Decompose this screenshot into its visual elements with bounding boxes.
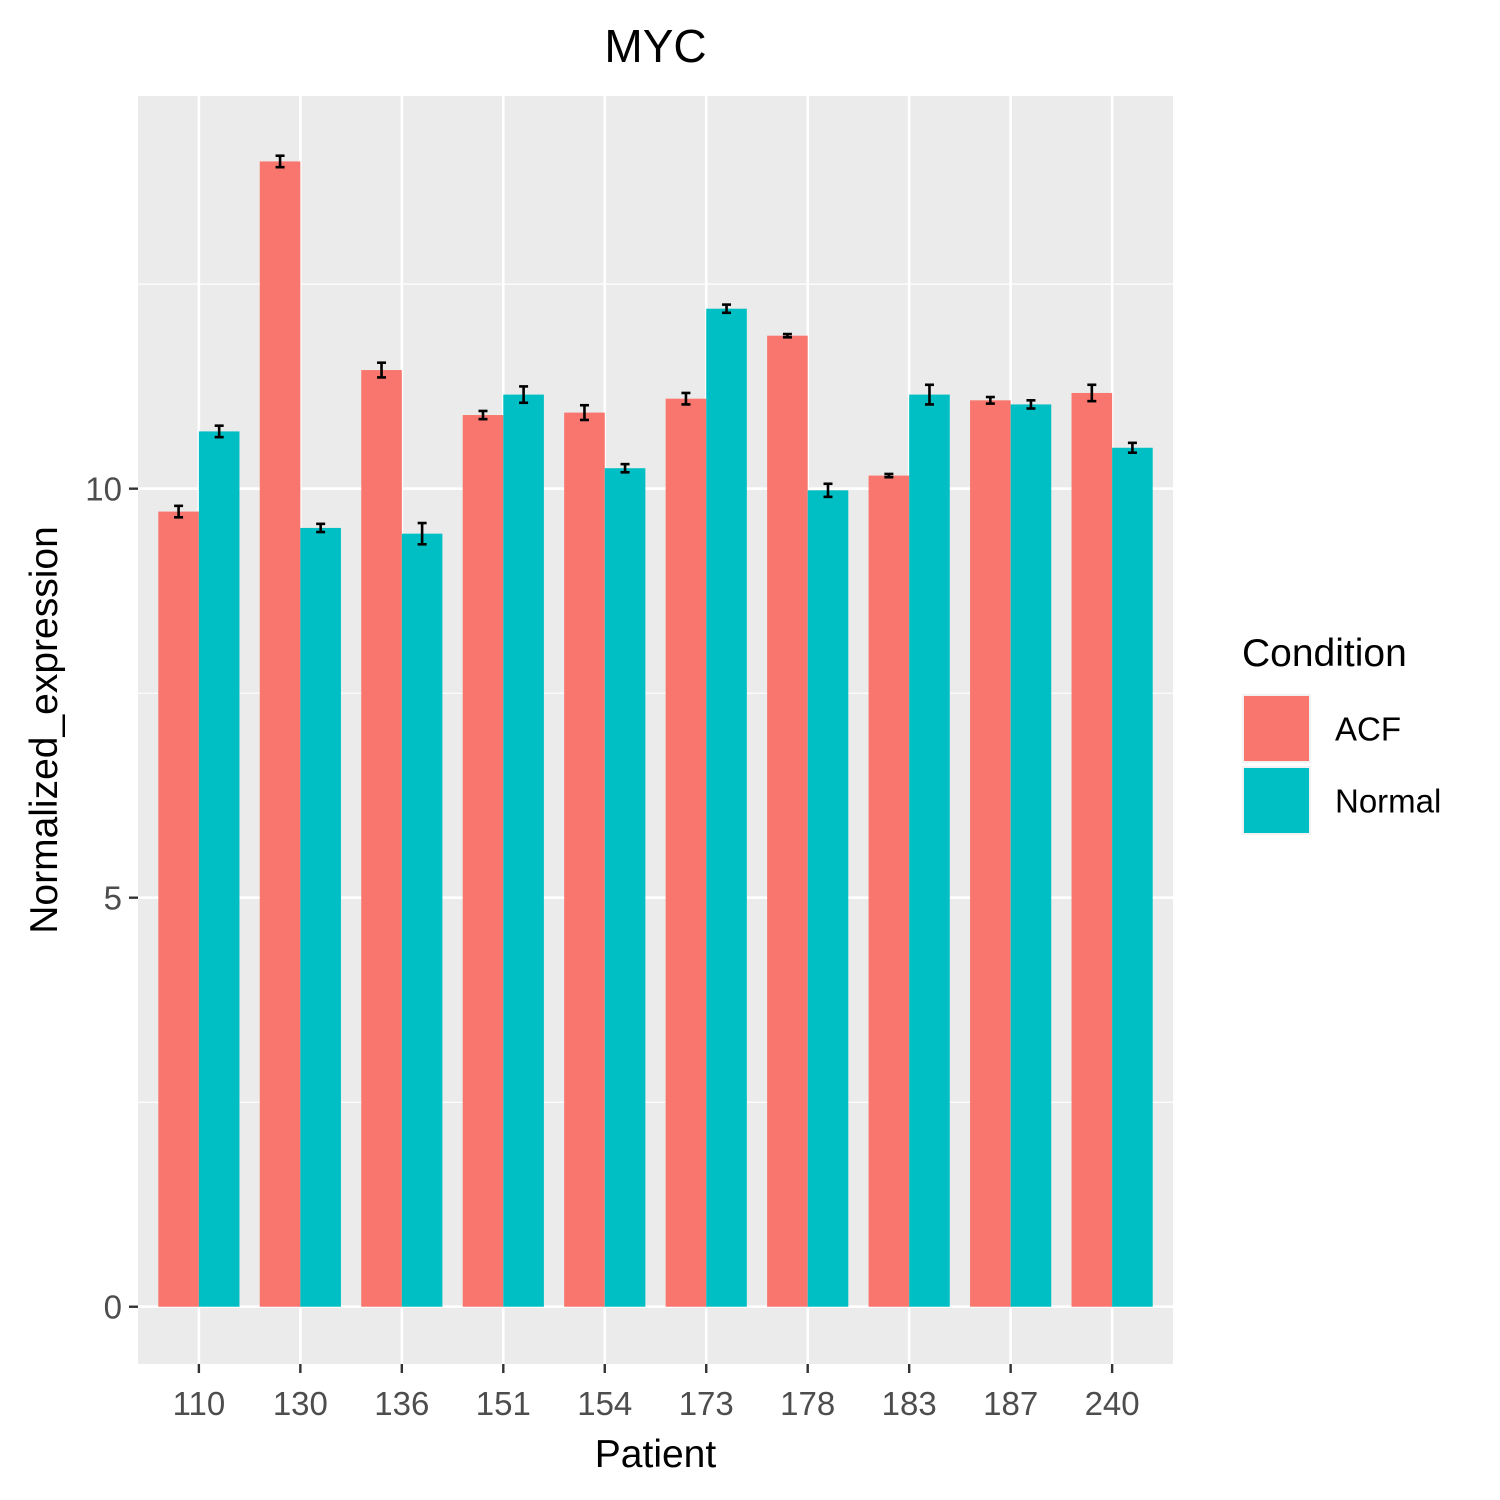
legend-title: Condition — [1242, 632, 1407, 675]
x-axis-title: Patient — [595, 1433, 717, 1476]
bar — [1071, 392, 1113, 1307]
bar — [909, 394, 950, 1307]
bar — [706, 308, 747, 1307]
bar — [198, 431, 240, 1307]
bar — [300, 527, 341, 1307]
bar — [564, 412, 605, 1307]
bar — [868, 475, 910, 1307]
error-bars — [174, 154, 1137, 546]
bar — [970, 400, 1011, 1307]
legend-key-swatch — [1244, 696, 1309, 761]
x-tick-label: 136 — [374, 1385, 429, 1422]
y-tick-label: 10 — [85, 471, 122, 508]
bar — [767, 335, 808, 1307]
y-tick-label: 5 — [104, 880, 122, 917]
bar — [807, 490, 849, 1307]
x-tick-label: 173 — [679, 1385, 734, 1422]
bar — [503, 394, 544, 1307]
bar — [665, 398, 707, 1307]
bar — [401, 533, 443, 1307]
x-tick-label: 151 — [476, 1385, 531, 1422]
legend-key-swatch — [1244, 768, 1309, 833]
bar — [158, 511, 199, 1307]
x-tick-label: 183 — [882, 1385, 937, 1422]
bar — [259, 161, 301, 1307]
y-tick-label: 0 — [104, 1289, 122, 1326]
x-tick-label: 110 — [173, 1385, 226, 1422]
bars — [158, 161, 1153, 1307]
x-axis: 110 130 136 151 154 173 178 183 187 240 — [173, 1364, 1140, 1422]
legend-label: Normal — [1335, 783, 1441, 820]
x-tick-label: 178 — [780, 1385, 835, 1422]
bar — [361, 370, 402, 1307]
legend-label: ACF — [1335, 711, 1401, 748]
legend: Condition ACF Normal — [1242, 632, 1441, 835]
bar — [604, 468, 646, 1307]
bar — [1010, 404, 1052, 1307]
chart-title: MYC — [604, 20, 706, 72]
y-axis: 0 5 10 — [85, 471, 138, 1326]
y-axis-title: Normalized_expression — [23, 526, 66, 934]
bar — [462, 415, 504, 1307]
x-tick-label: 240 — [1085, 1385, 1140, 1422]
x-tick-label: 154 — [577, 1385, 632, 1422]
bar — [1112, 447, 1153, 1307]
x-tick-label: 187 — [983, 1385, 1038, 1422]
x-tick-label: 130 — [273, 1385, 328, 1422]
